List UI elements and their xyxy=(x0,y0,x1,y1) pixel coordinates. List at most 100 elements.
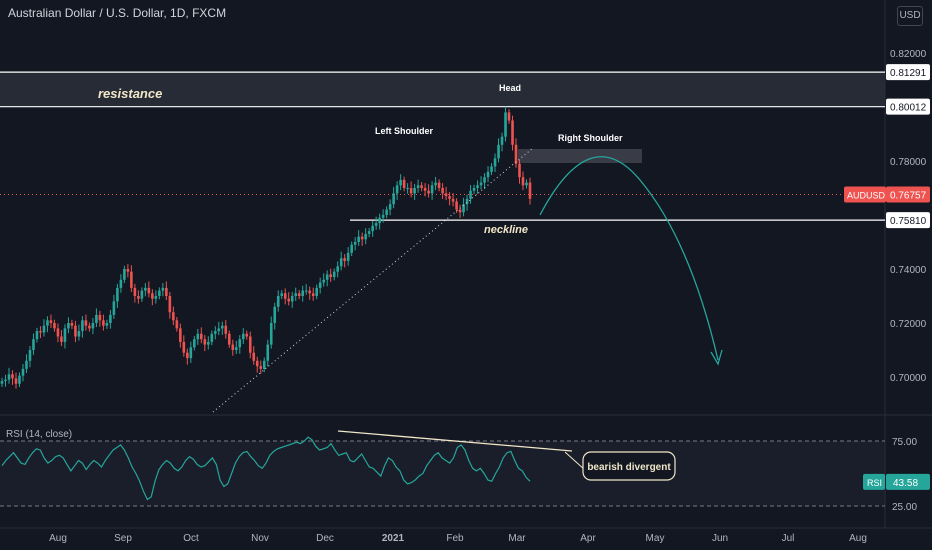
candle xyxy=(154,296,158,299)
candle xyxy=(119,279,123,288)
candle xyxy=(514,144,518,164)
candle xyxy=(353,242,357,245)
currency-button[interactable]: USD xyxy=(897,6,923,26)
candle xyxy=(224,325,228,334)
candle xyxy=(483,177,486,183)
symbol-tag-label: AUDUSD xyxy=(847,191,886,201)
candle xyxy=(241,333,245,340)
candle xyxy=(290,296,294,302)
rsi-tick-label: 75.00 xyxy=(892,437,917,448)
head-label: Head xyxy=(499,83,521,93)
price-tick-label: 0.72000 xyxy=(890,319,927,330)
candle xyxy=(497,144,500,159)
candle xyxy=(255,360,259,367)
candle xyxy=(266,344,270,361)
callout-pointer xyxy=(564,451,586,471)
candle xyxy=(511,120,514,145)
candle xyxy=(245,333,249,337)
candle xyxy=(112,301,116,315)
candle xyxy=(67,323,70,329)
candle xyxy=(455,201,458,210)
candle xyxy=(161,287,165,291)
candle xyxy=(179,328,182,342)
candle xyxy=(343,258,346,261)
candle xyxy=(276,296,280,307)
candle xyxy=(318,282,322,288)
candle xyxy=(70,323,74,326)
candle xyxy=(109,314,112,323)
candle xyxy=(332,271,336,278)
candle xyxy=(42,325,46,333)
candle xyxy=(304,290,308,292)
candle xyxy=(234,347,238,350)
candle xyxy=(203,339,207,345)
candle xyxy=(402,179,406,188)
price-mark-label: 0.81291 xyxy=(890,68,927,79)
candle xyxy=(210,333,214,342)
candle xyxy=(430,185,434,194)
time-tick-label: Feb xyxy=(446,533,464,544)
rsi-value-box xyxy=(886,473,930,490)
candle xyxy=(469,190,472,199)
candle xyxy=(63,328,67,342)
candle xyxy=(378,217,381,224)
candle xyxy=(147,287,151,294)
chart-title: Australian Dollar / U.S. Dollar, 1D, FXC… xyxy=(8,6,227,20)
candle xyxy=(200,333,203,340)
price-mark-box xyxy=(886,98,930,115)
candle xyxy=(409,188,413,194)
candle xyxy=(451,198,455,202)
rsi-tick-label: 25.00 xyxy=(892,502,917,513)
candle xyxy=(381,215,385,218)
candle xyxy=(339,258,343,267)
candle xyxy=(168,296,172,313)
candle xyxy=(294,293,298,296)
candle xyxy=(213,331,217,334)
candle xyxy=(423,188,427,191)
candle xyxy=(301,290,305,296)
candle xyxy=(521,177,525,186)
candle xyxy=(11,374,14,379)
price-tick-label: 0.82000 xyxy=(890,49,927,60)
resistance-label: resistance xyxy=(98,86,162,101)
time-tick-label: Apr xyxy=(580,533,596,544)
trendline xyxy=(212,147,534,413)
last-price-box xyxy=(886,186,930,203)
candle xyxy=(437,182,441,188)
candle xyxy=(95,314,98,323)
candle xyxy=(217,328,221,332)
candle xyxy=(231,344,235,350)
time-tick-label: Aug xyxy=(849,533,867,544)
candle xyxy=(252,352,256,361)
time-tick-label: Jul xyxy=(782,533,795,544)
candle xyxy=(528,182,532,199)
price-mark-box xyxy=(886,212,930,229)
candle xyxy=(74,325,77,337)
candle xyxy=(98,314,102,321)
candle xyxy=(406,188,409,189)
callout-box xyxy=(582,451,676,481)
candle xyxy=(360,236,364,240)
candle xyxy=(133,287,137,296)
candle xyxy=(357,236,360,242)
candle xyxy=(4,379,7,382)
neckline-label: neckline xyxy=(484,224,528,236)
candle xyxy=(207,341,210,345)
candle xyxy=(102,320,105,326)
candle xyxy=(297,293,301,296)
candle xyxy=(465,198,469,205)
symbol-tag xyxy=(844,186,886,203)
candle xyxy=(130,271,133,288)
candle xyxy=(346,252,350,261)
candle xyxy=(395,185,399,194)
candle xyxy=(273,306,277,323)
candle xyxy=(21,368,25,376)
candle xyxy=(269,323,273,345)
rsi-line xyxy=(1,436,531,501)
rsi-tag-label: RSI xyxy=(867,478,882,488)
bearish-divergent-label: bearish divergent xyxy=(587,462,671,473)
candle xyxy=(507,112,511,121)
rsi-legend: RSI (14, close) xyxy=(6,429,72,440)
candle xyxy=(39,331,42,333)
